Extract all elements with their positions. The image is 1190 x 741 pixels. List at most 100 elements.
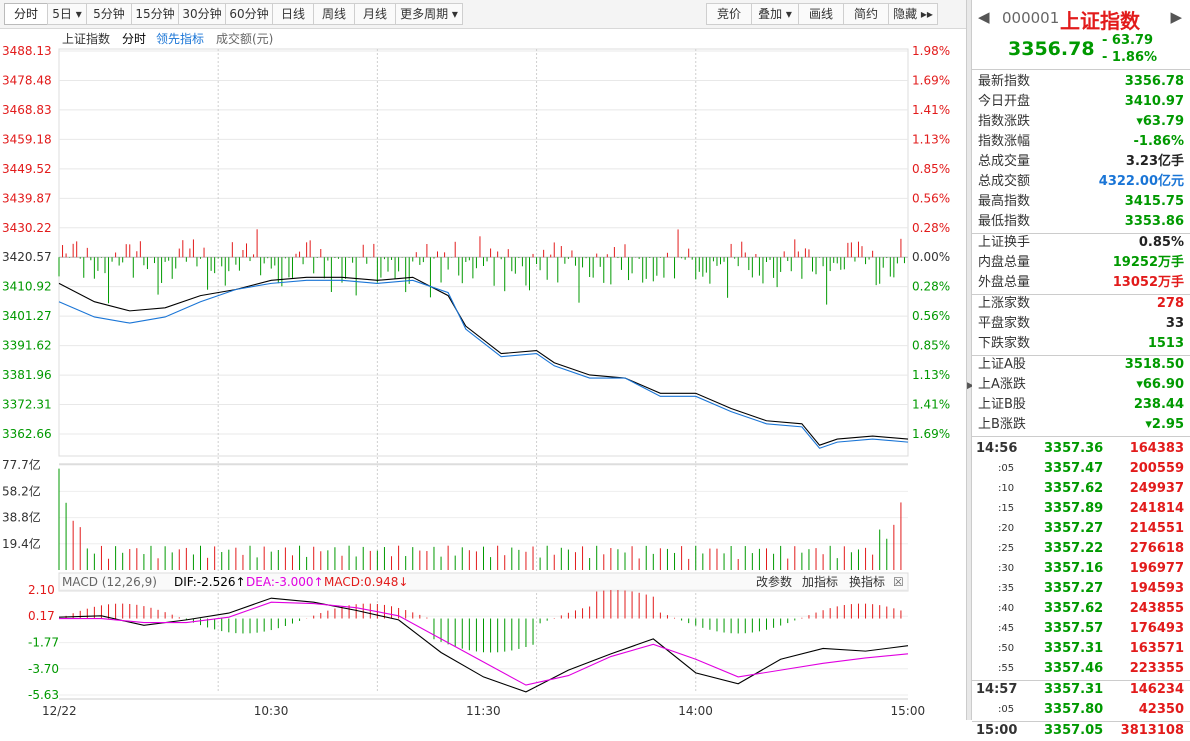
- macd-header: [58, 572, 909, 592]
- price-axis-label: 3468.83: [2, 103, 52, 117]
- row-value: 3353.86: [1124, 214, 1184, 229]
- quote-row: 最新指数 3356.78: [972, 72, 1190, 92]
- quote-panel: ◀ 000001 上证指数 ▶ 3356.78 - 63.79 - 1.86% …: [972, 0, 1190, 738]
- period-tab-7[interactable]: 周线: [313, 3, 355, 25]
- prev-stock-icon[interactable]: ◀: [978, 8, 990, 26]
- volume-axis-label: 58.2亿: [2, 483, 41, 498]
- row-label: 平盘家数: [978, 316, 1031, 331]
- row-label: 外盘总量: [978, 275, 1031, 290]
- quote-row: 上A涨跌 ▾66.90: [972, 375, 1190, 395]
- row-value: 238.44: [1133, 397, 1184, 412]
- period-tab-4[interactable]: 30分钟: [178, 3, 226, 25]
- tick-time: :05: [998, 704, 1015, 715]
- toolbar-button-2[interactable]: 画线: [798, 3, 844, 25]
- tick-time: :25: [998, 543, 1015, 554]
- macd-axis-label: 0.17: [28, 609, 55, 623]
- divider: [972, 680, 1190, 681]
- toolbar-button-4[interactable]: 隐藏 ▸▸: [888, 3, 938, 25]
- pct-axis-label: 0.56%: [912, 191, 950, 205]
- divider: [972, 355, 1190, 356]
- pct-axis-label: 1.98%: [912, 44, 950, 58]
- period-tab-2[interactable]: 5分钟: [86, 3, 132, 25]
- row-label: 上B涨跌: [978, 417, 1026, 432]
- period-tab-8[interactable]: 月线: [354, 3, 396, 25]
- panel-splitter[interactable]: [966, 0, 972, 720]
- period-tab-5[interactable]: 60分钟: [225, 3, 273, 25]
- price-axis-label: 3362.66: [2, 427, 52, 441]
- time-axis-label: 10:30: [254, 704, 289, 718]
- tick-row: :35 3357.27 194593: [972, 579, 1190, 599]
- tick-time: :20: [998, 523, 1015, 534]
- tick-row: :15 3357.89 241814: [972, 499, 1190, 519]
- period-tab-0[interactable]: 分时: [4, 3, 48, 25]
- toolbar-button-0[interactable]: 竞价: [706, 3, 752, 25]
- row-value: 1513: [1147, 336, 1184, 351]
- row-value: ▾63.79: [1136, 114, 1184, 129]
- divider: [972, 233, 1190, 234]
- row-value: 3518.50: [1124, 357, 1184, 372]
- period-tab-1[interactable]: 5日 ▾: [47, 3, 87, 25]
- next-stock-icon[interactable]: ▶: [1170, 8, 1182, 26]
- row-label: 上证B股: [978, 397, 1026, 412]
- row-value: 33: [1165, 316, 1184, 331]
- period-tab-3[interactable]: 15分钟: [131, 3, 179, 25]
- row-label: 指数涨跌: [978, 114, 1031, 129]
- tick-price: 3357.16: [1044, 561, 1104, 576]
- price-axis-label: 3372.31: [2, 398, 52, 412]
- row-value: 3410.97: [1124, 94, 1184, 109]
- row-label: 最低指数: [978, 214, 1031, 229]
- volume-axis-label: 77.7亿: [2, 457, 41, 472]
- pct-axis-label: 1.41%: [912, 103, 950, 117]
- tick-time: :35: [998, 583, 1015, 594]
- row-value: -1.86%: [1133, 134, 1185, 149]
- divider: [972, 294, 1190, 295]
- quote-row: 总成交额 4322.00亿元: [972, 172, 1190, 192]
- macd-dif: DIF:-2.526↑: [174, 575, 246, 589]
- tick-time: 15:00: [976, 723, 1018, 738]
- row-label: 总成交额: [978, 174, 1031, 189]
- tick-volume: 249937: [1129, 481, 1184, 496]
- toolbar-button-1[interactable]: 叠加 ▾: [751, 3, 799, 25]
- tick-price: 3357.31: [1044, 641, 1104, 656]
- legend-item: 成交额(元): [216, 31, 273, 46]
- dif-line: [58, 597, 909, 693]
- pct-axis-label: 1.41%: [912, 398, 950, 412]
- tick-row: 14:56 3357.36 164383: [972, 439, 1190, 459]
- price-axis-label: 3488.13: [2, 44, 52, 58]
- macd-axis-label: -3.70: [28, 662, 59, 676]
- stock-name: 上证指数: [1060, 9, 1140, 33]
- price-frame: [58, 48, 909, 457]
- period-tab-6[interactable]: 日线: [272, 3, 314, 25]
- stock-code: 000001: [1002, 9, 1060, 27]
- price-axis-label: 3430.22: [2, 221, 52, 235]
- pct-axis-label: 1.69%: [912, 73, 950, 87]
- quote-row: 下跌家数 1513: [972, 334, 1190, 354]
- pct-axis-label: 0.56%: [912, 309, 950, 323]
- quote-row: 上证A股 3518.50: [972, 355, 1190, 375]
- toolbar-button-3[interactable]: 简约: [843, 3, 889, 25]
- quote-row: 内盘总量 19252万手: [972, 253, 1190, 273]
- divider: [972, 436, 1190, 437]
- tick-row: :40 3357.62 243855: [972, 599, 1190, 619]
- period-tab-9[interactable]: 更多周期 ▾: [395, 3, 463, 25]
- row-value: 3.23亿手: [1125, 154, 1184, 169]
- price-change-pct: - 1.86%: [1102, 50, 1158, 65]
- dea-line: [59, 601, 909, 686]
- time-axis-label: 15:00: [891, 704, 926, 718]
- tick-row: :10 3357.62 249937: [972, 479, 1190, 499]
- collapse-arrow-icon[interactable]: ▶: [967, 381, 974, 391]
- tick-volume: 200559: [1129, 461, 1184, 476]
- pct-axis-label: 1.13%: [912, 132, 950, 146]
- row-value: 19252万手: [1112, 255, 1184, 270]
- macd-button-0: 改参数: [756, 574, 792, 589]
- price-axis-label: 3478.48: [2, 73, 52, 87]
- price-axis-label: 3449.52: [2, 162, 52, 176]
- tick-volume: 164383: [1129, 441, 1184, 456]
- price-axis-label: 3410.92: [2, 280, 52, 294]
- price-axis-label: 3439.87: [2, 191, 52, 205]
- macd-axis-label: -1.77: [28, 636, 59, 650]
- quote-row: 今日开盘 3410.97: [972, 92, 1190, 112]
- last-price: 3356.78: [1008, 38, 1095, 60]
- tick-row: :30 3357.16 196977: [972, 559, 1190, 579]
- legend-item: 上证指数: [62, 31, 110, 46]
